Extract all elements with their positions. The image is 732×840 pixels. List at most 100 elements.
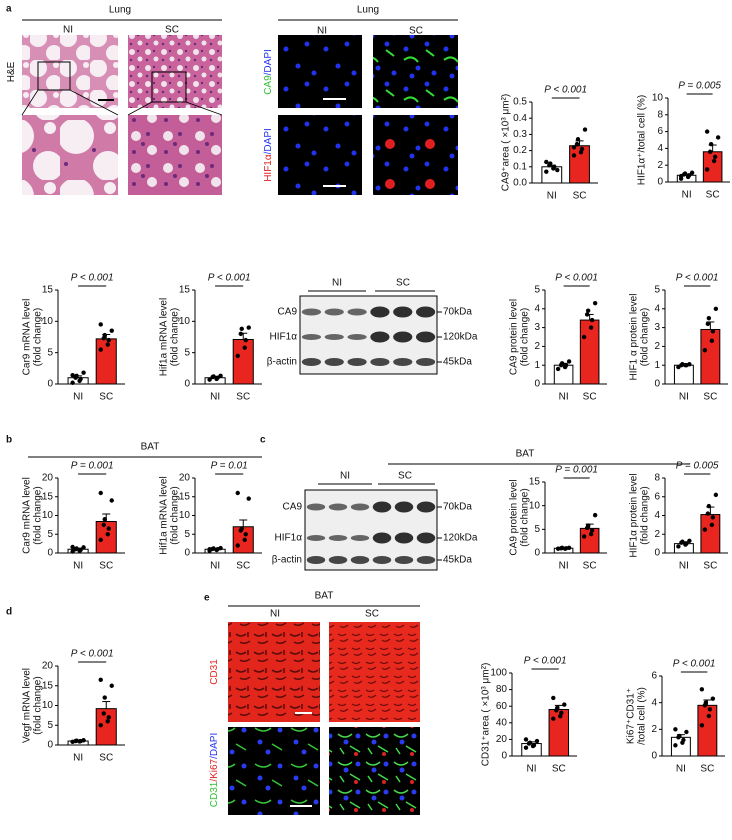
blot-band xyxy=(370,331,390,343)
data-point xyxy=(585,523,591,528)
y-tick-label: 0.3 xyxy=(513,129,527,140)
panel-header: BAT xyxy=(516,449,535,460)
data-point xyxy=(680,362,685,367)
blot-band xyxy=(306,556,326,564)
y-tick-label: 15 xyxy=(42,680,54,691)
data-point xyxy=(101,522,106,528)
y-tick-label: 0 xyxy=(184,379,190,390)
y-axis-label: (fold change) xyxy=(170,486,181,544)
y-tick-label: 1 xyxy=(654,360,660,371)
y-tick-label: 10 xyxy=(179,510,191,521)
y-tick-label: 8 xyxy=(657,109,663,120)
blot-band xyxy=(347,308,367,316)
y-tick-label: 15 xyxy=(529,477,541,488)
data-point xyxy=(246,496,251,501)
bar xyxy=(579,527,600,554)
data-point xyxy=(579,146,585,152)
blot-band xyxy=(372,556,392,564)
data-point xyxy=(527,740,533,745)
blot-band xyxy=(416,501,436,513)
y-tick-label: 2 xyxy=(651,724,657,735)
data-point xyxy=(74,373,79,379)
data-point xyxy=(715,135,721,140)
data-point xyxy=(689,170,695,175)
panel-label: d xyxy=(6,607,12,618)
y-tick-label: 0 xyxy=(657,177,663,188)
data-point xyxy=(677,733,682,739)
data-point xyxy=(710,696,716,701)
data-point xyxy=(707,707,713,712)
y-axis-label: (fold change) xyxy=(33,486,44,544)
data-point xyxy=(676,544,681,549)
blot-band xyxy=(393,358,413,366)
data-point xyxy=(70,549,75,554)
y-tick-label: 4 xyxy=(654,510,660,521)
blot-band xyxy=(328,503,348,511)
data-point xyxy=(588,531,594,537)
y-axis-label: Hif1a mRNA level xyxy=(159,298,170,376)
data-point xyxy=(559,361,565,366)
data-point xyxy=(102,332,107,338)
blot-band xyxy=(328,556,348,564)
x-tick-label: NI xyxy=(559,561,569,572)
p-value: P = 0.005 xyxy=(676,461,719,472)
data-point xyxy=(106,337,111,343)
y-tick-label: 80 xyxy=(496,684,508,695)
data-point xyxy=(680,539,685,544)
y-tick-label: 10 xyxy=(42,510,54,521)
data-point xyxy=(243,532,248,537)
blot-row-label: HIF1α xyxy=(270,332,298,343)
micrographs xyxy=(21,35,458,815)
data-point xyxy=(239,326,244,332)
data-point xyxy=(109,683,114,688)
data-point xyxy=(575,137,581,142)
blot-band xyxy=(347,358,367,366)
data-point xyxy=(559,710,564,716)
data-point xyxy=(235,543,240,548)
y-tick-label: 100 xyxy=(490,668,507,679)
he-zoom-image xyxy=(22,115,118,195)
data-point xyxy=(105,719,110,724)
group-label: NI xyxy=(270,609,280,620)
p-value: P < 0.001 xyxy=(71,273,114,284)
stain-part: HIF1α xyxy=(263,154,274,182)
data-point xyxy=(581,334,587,340)
data-point xyxy=(708,142,714,147)
data-point xyxy=(566,359,572,364)
blot-band xyxy=(324,334,344,340)
blot-band xyxy=(415,358,436,366)
data-point xyxy=(211,374,216,379)
data-point xyxy=(78,376,83,382)
data-point xyxy=(684,541,689,546)
y-tick-label: 0.5 xyxy=(513,97,527,108)
y-tick-label: 4 xyxy=(657,143,663,154)
data-point xyxy=(706,503,712,509)
data-point xyxy=(582,127,588,132)
y-tick-label: 0 xyxy=(534,379,540,390)
blot-band xyxy=(372,501,392,513)
bar xyxy=(676,174,697,183)
y-tick-label: 0.2 xyxy=(513,145,527,156)
y-axis-label: Ki67⁺CD31⁺ xyxy=(626,688,637,744)
data-point xyxy=(548,161,553,166)
data-point xyxy=(566,545,572,550)
data-point xyxy=(102,517,107,522)
stain-part: CD31 xyxy=(209,659,220,685)
data-point xyxy=(712,154,718,159)
x-tick-label: NI xyxy=(676,764,686,775)
panel-header: BAT xyxy=(315,591,334,602)
x-tick-label: SC xyxy=(236,561,250,572)
blot-band xyxy=(301,334,322,340)
stain-part: /DAPI xyxy=(209,733,220,759)
x-tick-label: SC xyxy=(99,561,113,572)
group-label: NI xyxy=(332,278,342,289)
p-value: P < 0.001 xyxy=(555,273,598,284)
blot-band xyxy=(415,306,436,318)
data-point xyxy=(592,300,598,306)
data-point xyxy=(70,380,75,385)
data-point xyxy=(705,321,711,327)
y-tick-label: 15 xyxy=(42,285,54,296)
stain-part: /DAPI xyxy=(263,49,274,75)
size-label: 120kDa xyxy=(443,533,478,544)
data-point xyxy=(246,325,251,330)
